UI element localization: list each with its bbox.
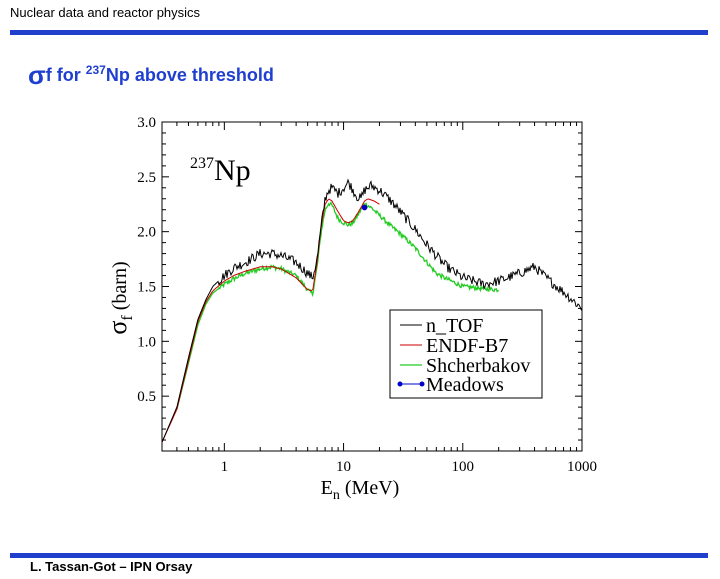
y-axis-label-main: σ [103,321,132,335]
legend-swatch-meadows-dot-right [419,381,425,387]
y-tick-label: 2.0 [137,225,156,241]
x-tick-label: 1 [221,459,229,475]
series-lines [161,178,583,443]
y-tick-label: 3.0 [137,115,156,131]
title-sub: f [45,65,52,85]
series-line-shcherbakov [176,201,499,410]
meadows-point [361,204,368,211]
title-post: Np above threshold [105,65,274,85]
title-pre: for [51,65,86,85]
y-tick-label: 1.5 [137,280,156,296]
y-axis-label-sub: f [119,315,136,321]
axis-ticks [161,121,583,451]
x-tick-label: 1000 [567,459,597,475]
legend-label-shcherbakov: Shcherbakov [426,355,530,377]
cross-section-chart: 0.5 1.0 1.5 2.0 2.5 3.0 1 10 100 1000 En (MeV) σf… [103,115,597,503]
series-line-endf-b7 [161,198,380,443]
title-sigma: σ [28,60,46,90]
legend-label-meadows: Meadows [426,374,504,396]
x-tick-label: 10 [336,459,351,475]
isotope-annotation: 237Np [190,154,251,187]
y-tick-label: 1.0 [137,334,156,350]
x-axis-label-rest: (MeV) [340,477,399,499]
x-axis-label-sub: n [333,488,340,503]
isotope-mass: 237 [190,155,214,172]
slide-title: σf for 237Np above threshold [28,60,274,91]
y-axis-label: σf (barn) [103,261,136,334]
legend-label-endf: ENDF-B7 [426,335,508,357]
x-axis-label: En (MeV) [321,477,400,503]
header-rule [10,30,708,35]
footer-rule [10,553,708,558]
series-line-n-tof [161,178,583,443]
legend-label-ntof: n_TOF [426,315,483,337]
tick-labels: 0.5 1.0 1.5 2.0 2.5 3.0 1 10 100 1000 [137,115,597,475]
x-tick-label: 100 [452,459,475,475]
y-tick-label: 2.5 [137,170,156,186]
isotope-symbol: Np [214,154,251,187]
header-title: Nuclear data and reactor physics [10,5,201,20]
footer-text: L. Tassan-Got – IPN Orsay [30,559,193,574]
legend-swatch-meadows-dot-left [397,381,403,387]
x-axis-label-main: E [321,477,333,499]
y-tick-label: 0.5 [137,389,156,405]
y-axis-label-rest: (barn) [109,261,131,315]
legend: n_TOF ENDF-B7 Shcherbakov Meadows [389,309,543,399]
title-sup: 237 [85,63,106,77]
